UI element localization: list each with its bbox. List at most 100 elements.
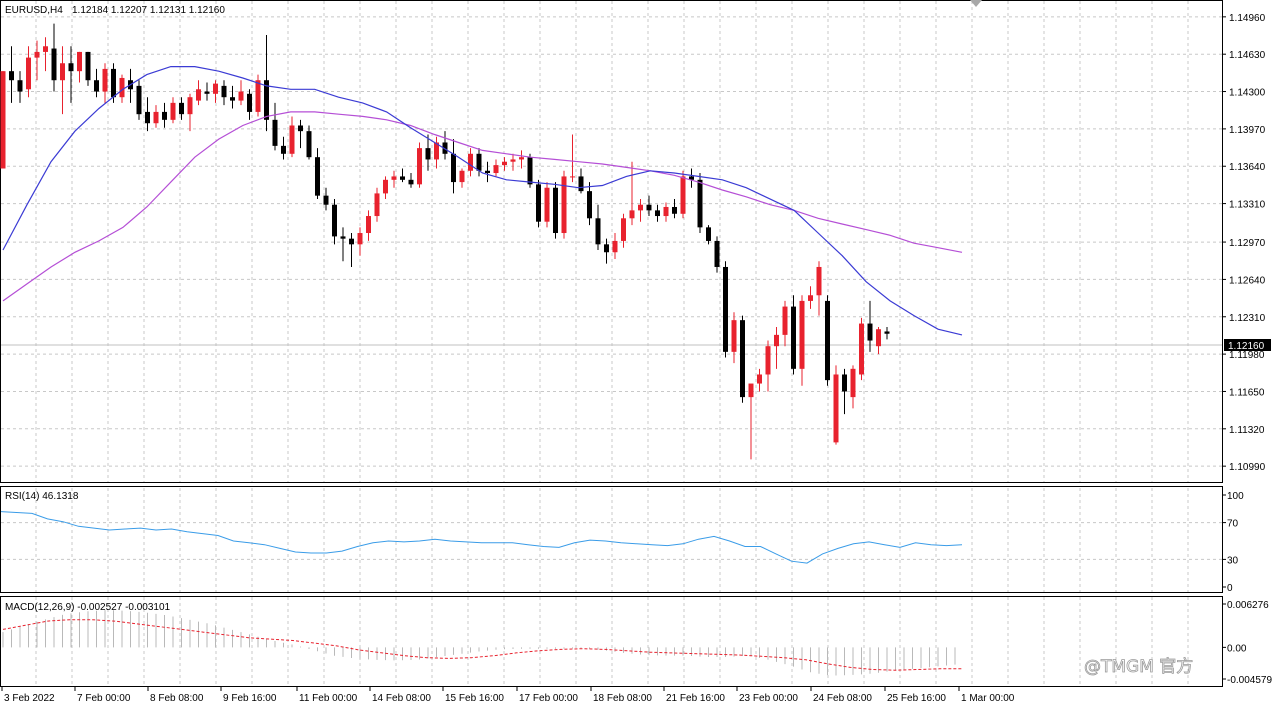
rsi-axis: 100 70 30 0 bbox=[1222, 491, 1244, 594]
price-axis: 1.14960 1.14630 1.14300 1.13970 1.13640 1.133… bbox=[1222, 13, 1266, 473]
candle-body bbox=[595, 218, 601, 245]
candle-body bbox=[179, 102, 184, 115]
candle-body bbox=[68, 63, 74, 72]
macd-tick-label: 0.00 bbox=[1227, 643, 1247, 654]
price-tick-label: 1.14960 bbox=[1229, 13, 1266, 24]
candle-body bbox=[689, 176, 694, 180]
candles-layer bbox=[0, 23, 890, 460]
candle-body bbox=[638, 204, 643, 211]
candle-body bbox=[714, 240, 720, 267]
macd-histogram bbox=[2, 610, 956, 676]
watermark: @TMGM 官方 bbox=[1084, 657, 1193, 677]
macd-header: MACD(12,26,9) -0.002527 -0.003101 bbox=[5, 602, 171, 613]
candle-body bbox=[842, 374, 847, 392]
time-tick-label: 15 Feb 16:00 bbox=[445, 693, 504, 704]
price-tick-label: 1.13970 bbox=[1229, 125, 1266, 136]
candle-body bbox=[476, 153, 482, 171]
time-tick-label: 24 Feb 08:00 bbox=[813, 693, 872, 704]
chart-shift-marker[interactable] bbox=[970, 0, 982, 7]
candle-body bbox=[17, 80, 23, 92]
price-tick-label: 1.11320 bbox=[1229, 425, 1265, 436]
candle-body bbox=[527, 157, 533, 185]
candle-body bbox=[621, 218, 626, 241]
candle-body bbox=[289, 125, 295, 154]
candle-body bbox=[51, 48, 57, 81]
candle-body bbox=[459, 170, 465, 183]
rsi-tick-label: 30 bbox=[1227, 555, 1239, 566]
candle-body bbox=[663, 206, 669, 217]
time-tick-label: 25 Feb 16:00 bbox=[887, 693, 946, 704]
candle-body bbox=[612, 240, 618, 253]
candle-body bbox=[60, 63, 65, 81]
candle-body bbox=[570, 176, 575, 178]
candle-body bbox=[799, 300, 805, 369]
macd-axis: 0.006276 0.00 -0.004579 bbox=[1222, 600, 1272, 686]
candle-body bbox=[884, 331, 890, 334]
price-tick-label: 1.11980 bbox=[1229, 350, 1265, 361]
candle-body bbox=[791, 306, 796, 369]
candle-body bbox=[774, 334, 779, 347]
candle-body bbox=[136, 85, 142, 115]
candle-body bbox=[833, 374, 839, 443]
candle-body bbox=[417, 148, 422, 185]
macd-tick-label: -0.004579 bbox=[1227, 675, 1272, 686]
time-tick-label: 23 Feb 00:00 bbox=[739, 693, 798, 704]
candle-body bbox=[111, 68, 116, 98]
candle-body bbox=[162, 111, 167, 120]
candle-body bbox=[306, 131, 312, 158]
rsi-grid bbox=[1, 488, 1222, 592]
candle-body bbox=[408, 179, 414, 185]
candle-body bbox=[502, 161, 507, 166]
candle-body bbox=[85, 51, 91, 81]
time-tick-label: 14 Feb 08:00 bbox=[372, 693, 431, 704]
candle-body bbox=[170, 102, 176, 120]
candle-body bbox=[94, 80, 99, 92]
price-tick-label: 1.12970 bbox=[1229, 238, 1266, 249]
candle-body bbox=[400, 176, 405, 180]
rsi-line bbox=[0, 511, 963, 564]
candle-body bbox=[34, 51, 40, 58]
rsi-tick-label: 100 bbox=[1227, 491, 1244, 502]
price-tick-label: 1.12640 bbox=[1229, 275, 1266, 286]
candle-body bbox=[680, 176, 686, 214]
rsi-tick-label: 70 bbox=[1227, 519, 1239, 530]
candle-body bbox=[561, 176, 567, 234]
candle-body bbox=[808, 295, 813, 301]
candle-body bbox=[451, 153, 456, 183]
candle-body bbox=[9, 71, 14, 81]
candle-body bbox=[519, 157, 524, 160]
price-tick-label: 1.10990 bbox=[1229, 462, 1266, 473]
candle-body bbox=[153, 111, 159, 124]
candle-body bbox=[782, 306, 788, 335]
candle-body bbox=[425, 148, 431, 160]
candle-body bbox=[816, 266, 822, 296]
candle-body bbox=[697, 179, 703, 228]
current-price-tag bbox=[1224, 339, 1271, 351]
candle-body bbox=[655, 210, 660, 217]
time-tick-label: 9 Feb 16:00 bbox=[223, 693, 277, 704]
price-tick-label: 1.14630 bbox=[1229, 50, 1266, 61]
time-tick-label: 1 Mar 00:00 bbox=[961, 693, 1015, 704]
price-tick-label: 1.11650 bbox=[1229, 387, 1265, 398]
candle-body bbox=[230, 97, 235, 101]
candle-body bbox=[740, 320, 745, 398]
candle-body bbox=[391, 176, 397, 180]
candle-body bbox=[196, 89, 201, 101]
candle-body bbox=[77, 51, 82, 72]
candle-body bbox=[587, 191, 592, 219]
time-tick-label: 3 Feb 2022 bbox=[4, 693, 55, 704]
time-tick-label: 17 Feb 00:00 bbox=[519, 693, 578, 704]
candle-body bbox=[332, 204, 337, 237]
candle-body bbox=[706, 227, 711, 241]
time-tick-label: 18 Feb 08:00 bbox=[593, 693, 652, 704]
time-tick-label: 7 Feb 00:00 bbox=[77, 693, 131, 704]
candle-body bbox=[850, 368, 856, 398]
candle-body bbox=[757, 374, 762, 384]
candle-body bbox=[26, 57, 31, 90]
candle-body bbox=[204, 91, 210, 94]
candle-body bbox=[553, 187, 558, 234]
candle-body bbox=[510, 159, 516, 162]
candle-body bbox=[867, 323, 873, 341]
candle-body bbox=[672, 206, 677, 214]
